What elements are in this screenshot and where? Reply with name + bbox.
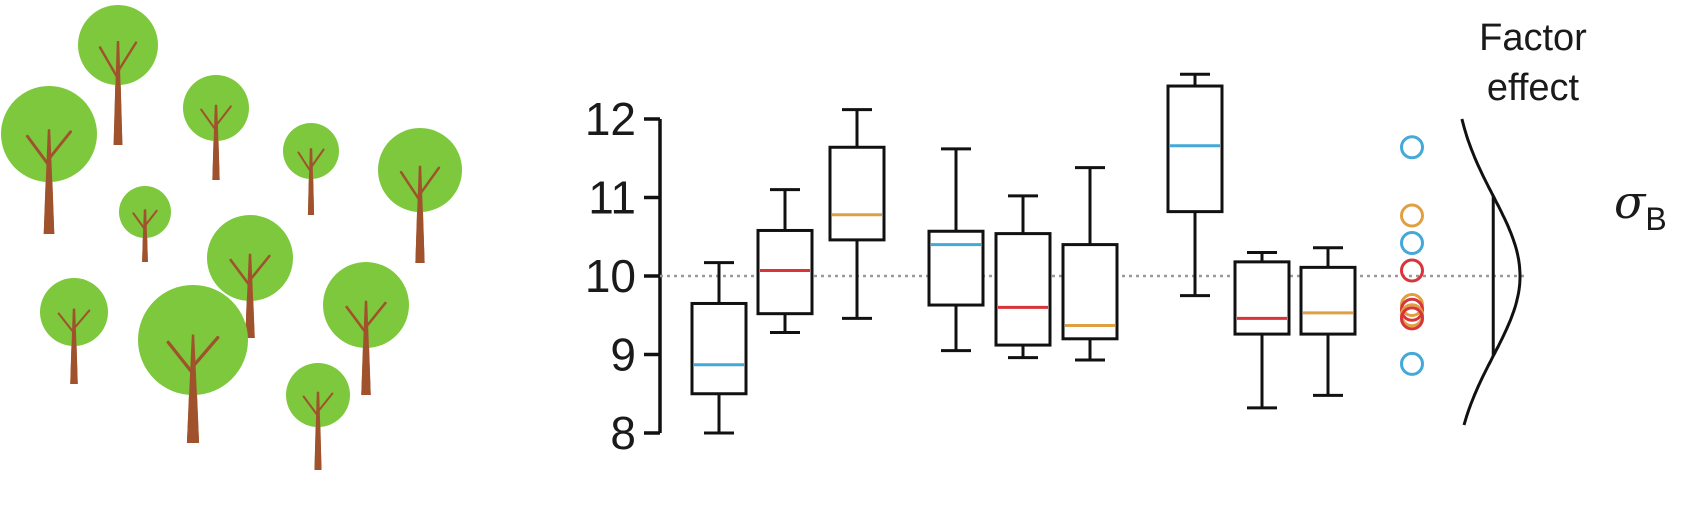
factor-effect-panel: Factor effect σB	[1460, 17, 1667, 426]
group-mean-point	[1400, 231, 1424, 256]
y-tick-label: 12	[585, 93, 636, 145]
tree-icon	[323, 262, 409, 395]
y-tick-label: 9	[610, 329, 636, 381]
tree-trunk-front	[415, 165, 425, 263]
sigma-label: σB	[1614, 175, 1667, 237]
tree-icon	[283, 123, 339, 215]
tree-branches	[297, 148, 325, 173]
tree-icon	[138, 285, 248, 443]
tree-branches	[200, 105, 232, 132]
tree-branches	[229, 254, 271, 288]
group-mean-point	[1400, 203, 1424, 228]
group-mean-point	[1400, 135, 1424, 160]
box-body	[1061, 243, 1119, 341]
y-tick-label: 10	[585, 250, 636, 302]
box-8	[1233, 250, 1291, 410]
tree-branches	[132, 209, 158, 231]
tree-trunk-front	[186, 334, 200, 443]
tree-branches	[98, 41, 138, 80]
tree-branches	[57, 309, 91, 335]
tree-icon	[378, 128, 462, 263]
forest-illustration	[1, 5, 462, 470]
box-body	[927, 229, 985, 307]
tree-trunk-front	[113, 41, 123, 145]
factor-label-line2: effect	[1487, 67, 1580, 109]
tree-icon	[78, 5, 158, 145]
sigma-subscript: B	[1645, 201, 1666, 237]
tree-icon	[183, 75, 249, 180]
box-body	[690, 301, 748, 396]
tree-trunk-front	[361, 300, 371, 395]
y-tick-label: 8	[610, 407, 636, 459]
tree-icon	[40, 278, 108, 384]
group-mean-point	[1400, 351, 1424, 376]
box-body	[1299, 265, 1357, 336]
box-2	[756, 188, 814, 335]
tree-branches	[302, 392, 334, 417]
box-body	[1166, 84, 1224, 214]
factor-label-line1: Factor	[1479, 17, 1587, 59]
tree-branches	[345, 301, 387, 335]
tree-trunk-front	[245, 253, 255, 338]
box-5	[994, 194, 1052, 360]
tree-trunk-front	[314, 391, 322, 470]
box-body	[756, 228, 814, 316]
box-4	[927, 147, 985, 353]
tree-icon	[1, 86, 97, 234]
box-7	[1166, 72, 1224, 298]
tree-trunk-front	[212, 104, 220, 180]
tree-branches	[25, 130, 73, 167]
box-plot: 8 9 10 11 12	[585, 72, 1525, 459]
tree-icon	[286, 363, 350, 470]
tree-trunk-front	[43, 129, 55, 234]
box-body	[828, 145, 886, 242]
box-1	[690, 261, 748, 435]
tree-trunk-front	[70, 308, 78, 384]
box-9	[1299, 246, 1357, 397]
group-mean-point	[1400, 258, 1424, 283]
box-body	[994, 232, 1052, 347]
tree-branches	[399, 166, 441, 203]
box-6	[1061, 166, 1119, 362]
tree-branches	[166, 335, 220, 376]
box-body	[1233, 260, 1291, 336]
box-3	[828, 108, 886, 320]
factor-effect-curve	[1460, 118, 1522, 426]
y-tick-label: 11	[588, 172, 636, 224]
sigma-symbol: σ	[1614, 175, 1647, 229]
group-mean-point	[1400, 306, 1424, 331]
tree-icon	[119, 186, 171, 262]
tree-icon	[207, 215, 293, 338]
